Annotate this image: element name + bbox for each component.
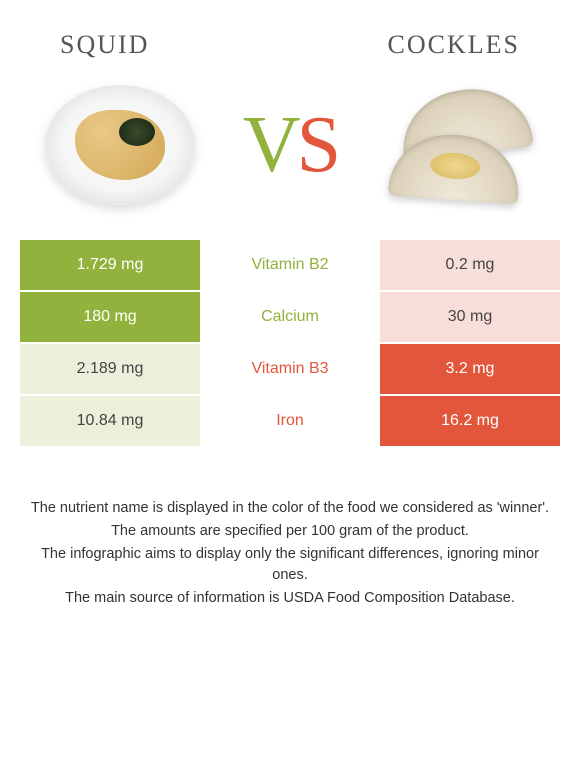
vs-row: VS bbox=[0, 70, 580, 240]
left-value: 10.84 mg bbox=[20, 396, 200, 446]
table-row: 1.729 mgVitamin B20.2 mg bbox=[20, 240, 560, 292]
plate-icon bbox=[45, 85, 195, 205]
vs-s: S bbox=[297, 100, 338, 191]
right-value: 3.2 mg bbox=[380, 344, 560, 394]
table-row: 2.189 mgVitamin B33.2 mg bbox=[20, 344, 560, 396]
footnote-line: The amounts are specified per 100 gram o… bbox=[30, 521, 550, 542]
right-value: 16.2 mg bbox=[380, 396, 560, 446]
footnotes: The nutrient name is displayed in the co… bbox=[0, 498, 580, 609]
left-food-title: Squid bbox=[60, 30, 149, 60]
cockle-icon bbox=[385, 90, 535, 200]
table-row: 180 mgCalcium30 mg bbox=[20, 292, 560, 344]
footnote-line: The main source of information is USDA F… bbox=[30, 588, 550, 609]
nutrient-name: Iron bbox=[200, 396, 380, 446]
vs-v: V bbox=[243, 100, 297, 191]
nutrient-name: Vitamin B2 bbox=[200, 240, 380, 290]
vs-label: VS bbox=[243, 100, 337, 191]
left-food-image bbox=[40, 80, 200, 210]
left-value: 1.729 mg bbox=[20, 240, 200, 290]
header: Squid Cockles bbox=[0, 0, 580, 70]
footnote-line: The nutrient name is displayed in the co… bbox=[30, 498, 550, 519]
footnote-line: The infographic aims to display only the… bbox=[30, 544, 550, 586]
nutrient-name: Calcium bbox=[200, 292, 380, 342]
right-value: 0.2 mg bbox=[380, 240, 560, 290]
right-food-image bbox=[380, 80, 540, 210]
left-value: 180 mg bbox=[20, 292, 200, 342]
squid-icon bbox=[75, 110, 165, 180]
nutrient-table: 1.729 mgVitamin B20.2 mg180 mgCalcium30 … bbox=[20, 240, 560, 448]
nutrient-name: Vitamin B3 bbox=[200, 344, 380, 394]
right-food-title: Cockles bbox=[388, 30, 520, 60]
table-row: 10.84 mgIron16.2 mg bbox=[20, 396, 560, 448]
right-value: 30 mg bbox=[380, 292, 560, 342]
left-value: 2.189 mg bbox=[20, 344, 200, 394]
